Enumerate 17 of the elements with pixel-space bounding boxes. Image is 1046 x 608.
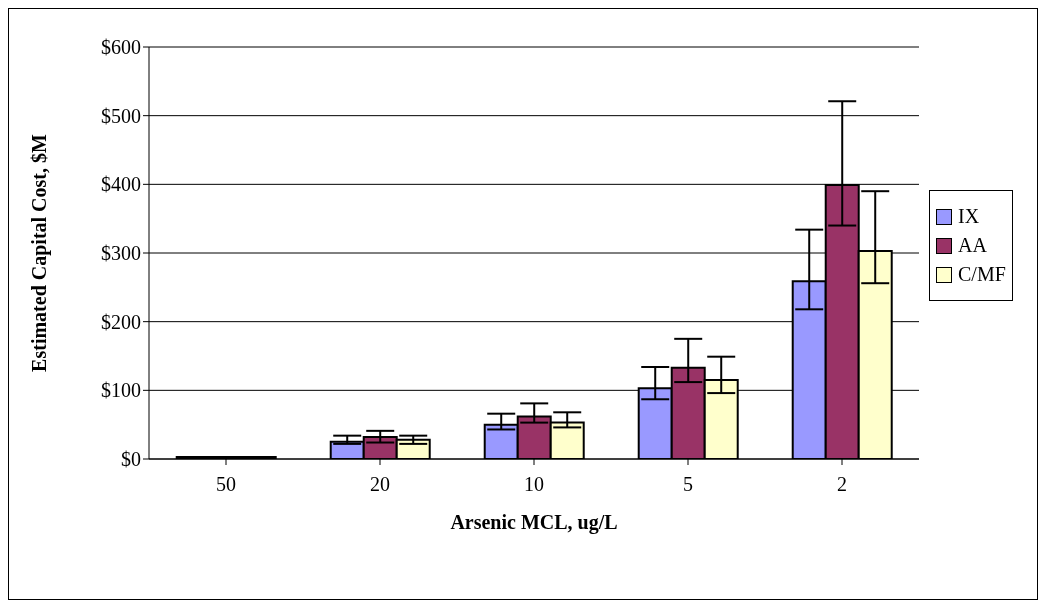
y-tick-label: $300	[101, 242, 141, 265]
x-tick-label: 50	[216, 473, 236, 496]
y-tick-label: $0	[121, 448, 141, 471]
x-tick-label: 10	[524, 473, 544, 496]
x-tick-label: 20	[370, 473, 390, 496]
x-tick-label: 2	[837, 473, 847, 496]
y-tick-label: $400	[101, 173, 141, 196]
y-tick-label: $100	[101, 379, 141, 402]
x-tick-label: 5	[683, 473, 693, 496]
x-axis-title: Arsenic MCL, ug/L	[450, 511, 618, 534]
y-axis-title: Estimated Capital Cost, $M	[28, 134, 52, 372]
y-tick-label: $500	[101, 104, 141, 127]
y-tick-label: $200	[101, 310, 141, 333]
legend-label: C/MF	[958, 263, 1006, 286]
y-tick-label: $600	[101, 36, 141, 59]
legend-label: IX	[958, 205, 980, 228]
legend-label: AA	[958, 234, 987, 257]
